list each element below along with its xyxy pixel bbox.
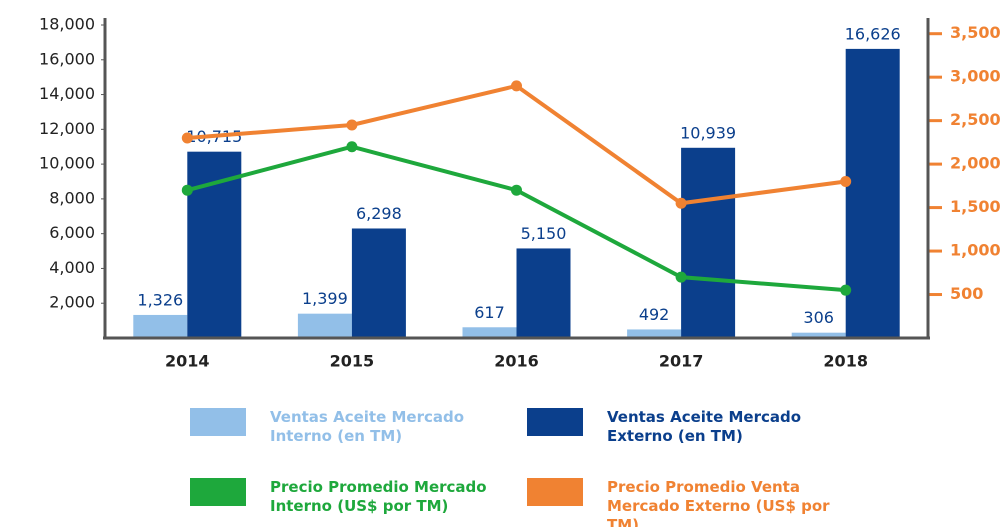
bar (297, 313, 352, 338)
bar (516, 248, 571, 338)
bar (627, 329, 682, 338)
legend-item: Precio Promedio Venta Mercado Externo (U… (527, 478, 847, 527)
marker (840, 284, 852, 296)
bar (462, 327, 517, 338)
y-tick-label: 10,000 (39, 154, 95, 173)
x-tick-label: 2014 (165, 352, 210, 371)
value-label: 5,150 (521, 224, 567, 243)
marker (346, 141, 358, 153)
y-tick-label: 14,000 (39, 84, 95, 103)
y2-tick-label: 3,000 (950, 67, 1001, 86)
y2-tick-label: 500 (950, 284, 983, 303)
legend-label: Precio Promedio Mercado Interno (US$ por… (270, 478, 487, 515)
marker (511, 184, 522, 196)
value-label: 10,939 (680, 123, 736, 142)
y-tick-label: 4,000 (49, 258, 95, 277)
chart: 2,000 4,000 6,000 8,000 10,000 12,000 14,000 16… (39, 15, 1001, 371)
y-tick-label: 2,000 (49, 293, 95, 312)
marker (675, 271, 687, 283)
x-tick-label: 2017 (659, 352, 704, 371)
value-label: 16,626 (845, 24, 901, 43)
legend-label: Ventas Aceite Mercado Interno (en TM) (270, 408, 465, 445)
y2-tick-label: 2,500 (950, 110, 1001, 129)
x-tick-label: 2016 (494, 352, 539, 371)
value-label: 492 (639, 305, 670, 324)
legend-item: Precio Promedio Mercado Interno (US$ por… (190, 478, 510, 516)
marker (181, 184, 193, 196)
value-label: 1,399 (302, 289, 348, 308)
x-tick-label: 2018 (823, 352, 868, 371)
value-label: 306 (803, 308, 834, 327)
marker (675, 197, 687, 209)
bar (791, 332, 846, 338)
legend-swatch (527, 408, 583, 436)
legend-swatch (190, 408, 246, 436)
legend-label: Ventas Aceite Mercado Externo (en TM) (607, 408, 802, 445)
y-tick-label: 18,000 (39, 15, 95, 34)
marker (181, 132, 193, 144)
y-tick-label: 6,000 (49, 223, 95, 242)
legend-item: Ventas Aceite Mercado Externo (en TM) (527, 408, 847, 446)
bar (351, 228, 406, 338)
marker (346, 119, 358, 131)
bar (133, 314, 188, 338)
value-label: 6,298 (356, 204, 402, 223)
y2-tick-label: 3,500 (950, 23, 1001, 42)
y2-tick-label: 1,000 (950, 241, 1001, 260)
y-tick-label: 16,000 (39, 49, 95, 68)
y2-tick-label: 2,000 (950, 154, 1001, 173)
y-tick-label: 8,000 (49, 188, 95, 207)
y2-tick-label: 1,500 (950, 197, 1001, 216)
legend-label: Precio Promedio Venta Mercado Externo (U… (607, 478, 830, 527)
marker (511, 80, 522, 92)
value-label: 1,326 (137, 290, 183, 309)
x-tick-label: 2015 (330, 352, 375, 371)
bar (681, 147, 736, 338)
marker (840, 176, 852, 187)
bar (845, 48, 900, 338)
y-tick-label: 12,000 (39, 119, 95, 138)
legend-swatch (190, 478, 246, 506)
legend-item: Ventas Aceite Mercado Interno (en TM) (190, 408, 510, 446)
value-label: 617 (474, 303, 505, 322)
legend-swatch (527, 478, 583, 506)
